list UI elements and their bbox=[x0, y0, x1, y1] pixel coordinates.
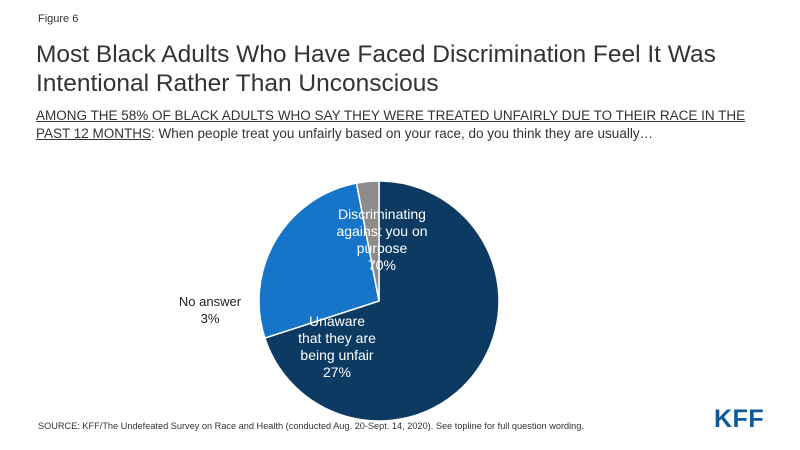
kff-logo: KFF bbox=[714, 405, 765, 433]
pie-slice-no-answer bbox=[355, 180, 380, 302]
pie-slice-on-purpose bbox=[263, 180, 500, 422]
slice-label-unaware: Unaware that they are being unfair 27% bbox=[298, 313, 376, 380]
source-note: SOURCE: KFF/The Undefeated Survey on Rac… bbox=[38, 421, 584, 431]
pie-slice-unaware bbox=[258, 182, 380, 340]
subtitle-underlined: AMONG THE 58% OF BLACK ADULTS WHO SAY TH… bbox=[36, 108, 746, 141]
slice-label-on-purpose: Discriminating against you on purpose 70% bbox=[336, 206, 427, 273]
chart-title: Most Black Adults Who Have Faced Discrim… bbox=[36, 41, 716, 97]
figure-label: Figure 6 bbox=[38, 13, 79, 25]
slice-label-no-answer: No answer 3% bbox=[179, 294, 242, 326]
chart-subtitle: AMONG THE 58% OF BLACK ADULTS WHO SAY TH… bbox=[36, 107, 776, 143]
subtitle-question: : When people treat you unfairly based o… bbox=[151, 126, 654, 141]
